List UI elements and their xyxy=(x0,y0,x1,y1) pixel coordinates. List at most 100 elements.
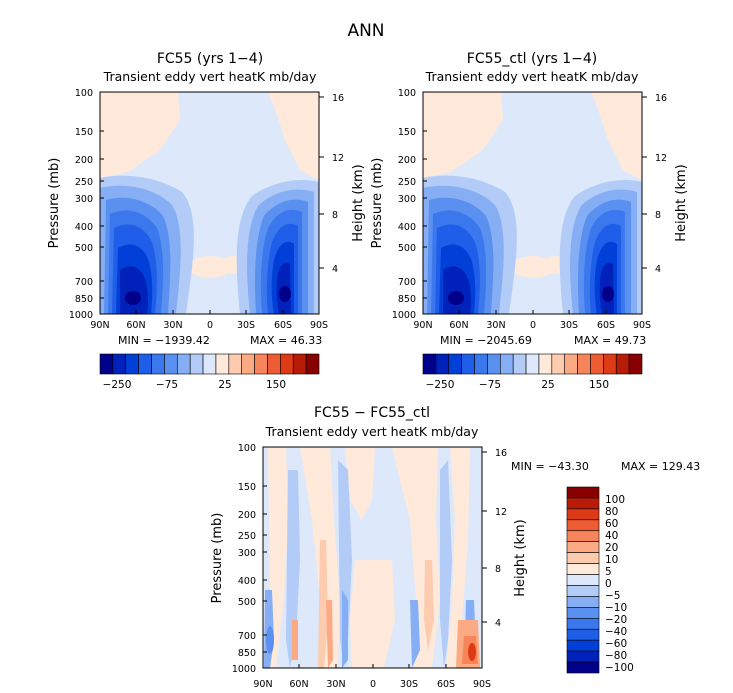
panel-fc55: FC55 (yrs 1−4) Transient eddy vert heatK… xyxy=(47,51,366,391)
colorbar-swatch xyxy=(499,353,514,375)
colorbar-label: −5 xyxy=(605,590,620,602)
colorbar-label: 25 xyxy=(541,379,554,391)
colorbar-label: 25 xyxy=(218,379,231,391)
y-tick-label: 200 xyxy=(238,510,256,521)
x-tick-label: 90S xyxy=(473,679,491,690)
contour-field xyxy=(100,92,319,314)
contour-field xyxy=(263,447,482,668)
colorbar-labels: 100 80 60 40 20 10 5 0 −5 −10 −20 −40 −6… xyxy=(605,494,634,674)
x-tick-label: 60S xyxy=(437,679,455,690)
colorbar-label: 100 xyxy=(605,494,625,506)
colorbar-swatch xyxy=(551,353,566,375)
x-tick-label: 0 xyxy=(370,679,376,690)
y-tick-label: 250 xyxy=(75,177,93,188)
colorbar-swatch xyxy=(164,353,178,375)
colorbar-swatch xyxy=(189,353,204,375)
y-tick-label: 100 xyxy=(398,88,416,99)
max-label: MAX = 49.73 xyxy=(574,334,646,347)
height-tick-label: 8 xyxy=(495,564,501,575)
x-tick-label: 90N xyxy=(413,320,432,331)
colorbar-swatch xyxy=(267,353,281,375)
colorbar-swatch xyxy=(566,661,600,674)
colorbar-swatch xyxy=(487,353,501,375)
colorbar-label: −20 xyxy=(605,614,627,626)
colorbar-labels: −250 −75 25 150 xyxy=(103,379,286,391)
y-tick-label: 250 xyxy=(238,531,256,542)
latitude-ticks: 90N 60N 30N 0 30S 60S 90S xyxy=(90,320,328,331)
y-tick-label: 400 xyxy=(238,576,256,587)
y-tick-label: 200 xyxy=(75,155,93,166)
colorbar-swatch xyxy=(566,639,600,652)
height-tick-label: 16 xyxy=(655,93,667,104)
colorbar-swatch xyxy=(280,353,294,375)
colorbar-swatch xyxy=(512,353,527,375)
y-tick-label: 400 xyxy=(75,222,93,233)
y-tick-label: 150 xyxy=(75,127,93,138)
colorbar-swatch xyxy=(566,497,600,510)
colorbar xyxy=(422,353,643,375)
x-tick-label: 30S xyxy=(560,320,578,331)
colorbar-swatch xyxy=(125,353,139,375)
pressure-tick-marks xyxy=(99,91,324,314)
colorbar-swatch xyxy=(566,596,600,608)
pressure-ticks: 100 150 200 250 300 400 500 700 850 1000 xyxy=(69,88,93,321)
min-label: MIN = −43.30 xyxy=(511,460,589,473)
colorbar-swatch xyxy=(566,508,600,521)
x-tick-label: 60S xyxy=(597,320,615,331)
colorbar-swatch xyxy=(566,552,600,564)
colorbar-swatch xyxy=(615,353,630,375)
page-title: ANN xyxy=(347,21,384,41)
y-tick-label: 100 xyxy=(238,443,256,454)
height-tick-label: 12 xyxy=(332,153,344,164)
y-tick-label: 1000 xyxy=(69,310,93,321)
colorbar xyxy=(99,353,320,375)
latitude-ticks: 90N 60N 30N 0 30S 60S 90S xyxy=(253,679,491,690)
colorbar-label: 150 xyxy=(266,379,286,391)
colorbar-label: −10 xyxy=(605,602,627,614)
pressure-tick-marks xyxy=(423,96,647,314)
height-tick-label: 4 xyxy=(332,264,338,275)
colorbar-swatch xyxy=(577,353,591,375)
colorbar-swatch xyxy=(151,353,165,375)
x-tick-label: 90N xyxy=(253,679,272,690)
x-tick-label: 90N xyxy=(90,320,109,331)
y-tick-label: 100 xyxy=(75,88,93,99)
panel-fc55-ctl: FC55_ctl (yrs 1−4) Transient eddy vert h… xyxy=(370,51,689,391)
pressure-ticks: 100 150 200 250 300 400 500 700 850 1000 xyxy=(392,88,416,321)
min-label: MIN = −2045.69 xyxy=(440,334,532,347)
height-tick-label: 12 xyxy=(655,153,667,164)
y-tick-label: 300 xyxy=(75,194,93,205)
colorbar-label: −40 xyxy=(605,626,627,638)
height-tick-label: 8 xyxy=(332,210,338,221)
colorbar-swatch xyxy=(474,353,488,375)
colorbar-label: 80 xyxy=(605,506,618,518)
x-tick-label: 30S xyxy=(400,679,418,690)
colorbar-label: −75 xyxy=(156,379,178,391)
colorbar-label: 0 xyxy=(605,578,612,590)
y-tick-label: 700 xyxy=(238,631,256,642)
height-tick-label: 12 xyxy=(495,507,507,518)
colorbar-swatch xyxy=(461,353,475,375)
height-tick-label: 4 xyxy=(495,618,501,629)
colorbar-labels: −250 −75 25 150 xyxy=(426,379,609,391)
colorbar-swatch xyxy=(241,353,255,375)
max-label: MAX = 129.43 xyxy=(621,460,700,473)
colorbar-label: −100 xyxy=(605,662,634,674)
y-tick-label: 850 xyxy=(238,648,256,659)
x-tick-label: 60N xyxy=(289,679,308,690)
colorbar-swatch xyxy=(628,353,643,375)
colorbar-swatch xyxy=(215,353,230,375)
colorbar-swatch xyxy=(228,353,243,375)
x-tick-label: 30S xyxy=(237,320,255,331)
latitude-ticks: 90N 60N 30N 0 30S 60S 90S xyxy=(413,320,651,331)
colorbar xyxy=(566,486,600,674)
contour-field xyxy=(423,92,642,314)
colorbar-label: −250 xyxy=(103,379,132,391)
height-ticks: 16 12 8 4 xyxy=(655,93,667,275)
colorbar-swatch xyxy=(566,519,600,532)
max-label: MAX = 46.33 xyxy=(250,334,322,347)
y-tick-label: 500 xyxy=(75,243,93,254)
colorbar-swatch xyxy=(564,353,578,375)
y-tick-label: 300 xyxy=(398,194,416,205)
colorbar-swatch xyxy=(566,628,600,641)
